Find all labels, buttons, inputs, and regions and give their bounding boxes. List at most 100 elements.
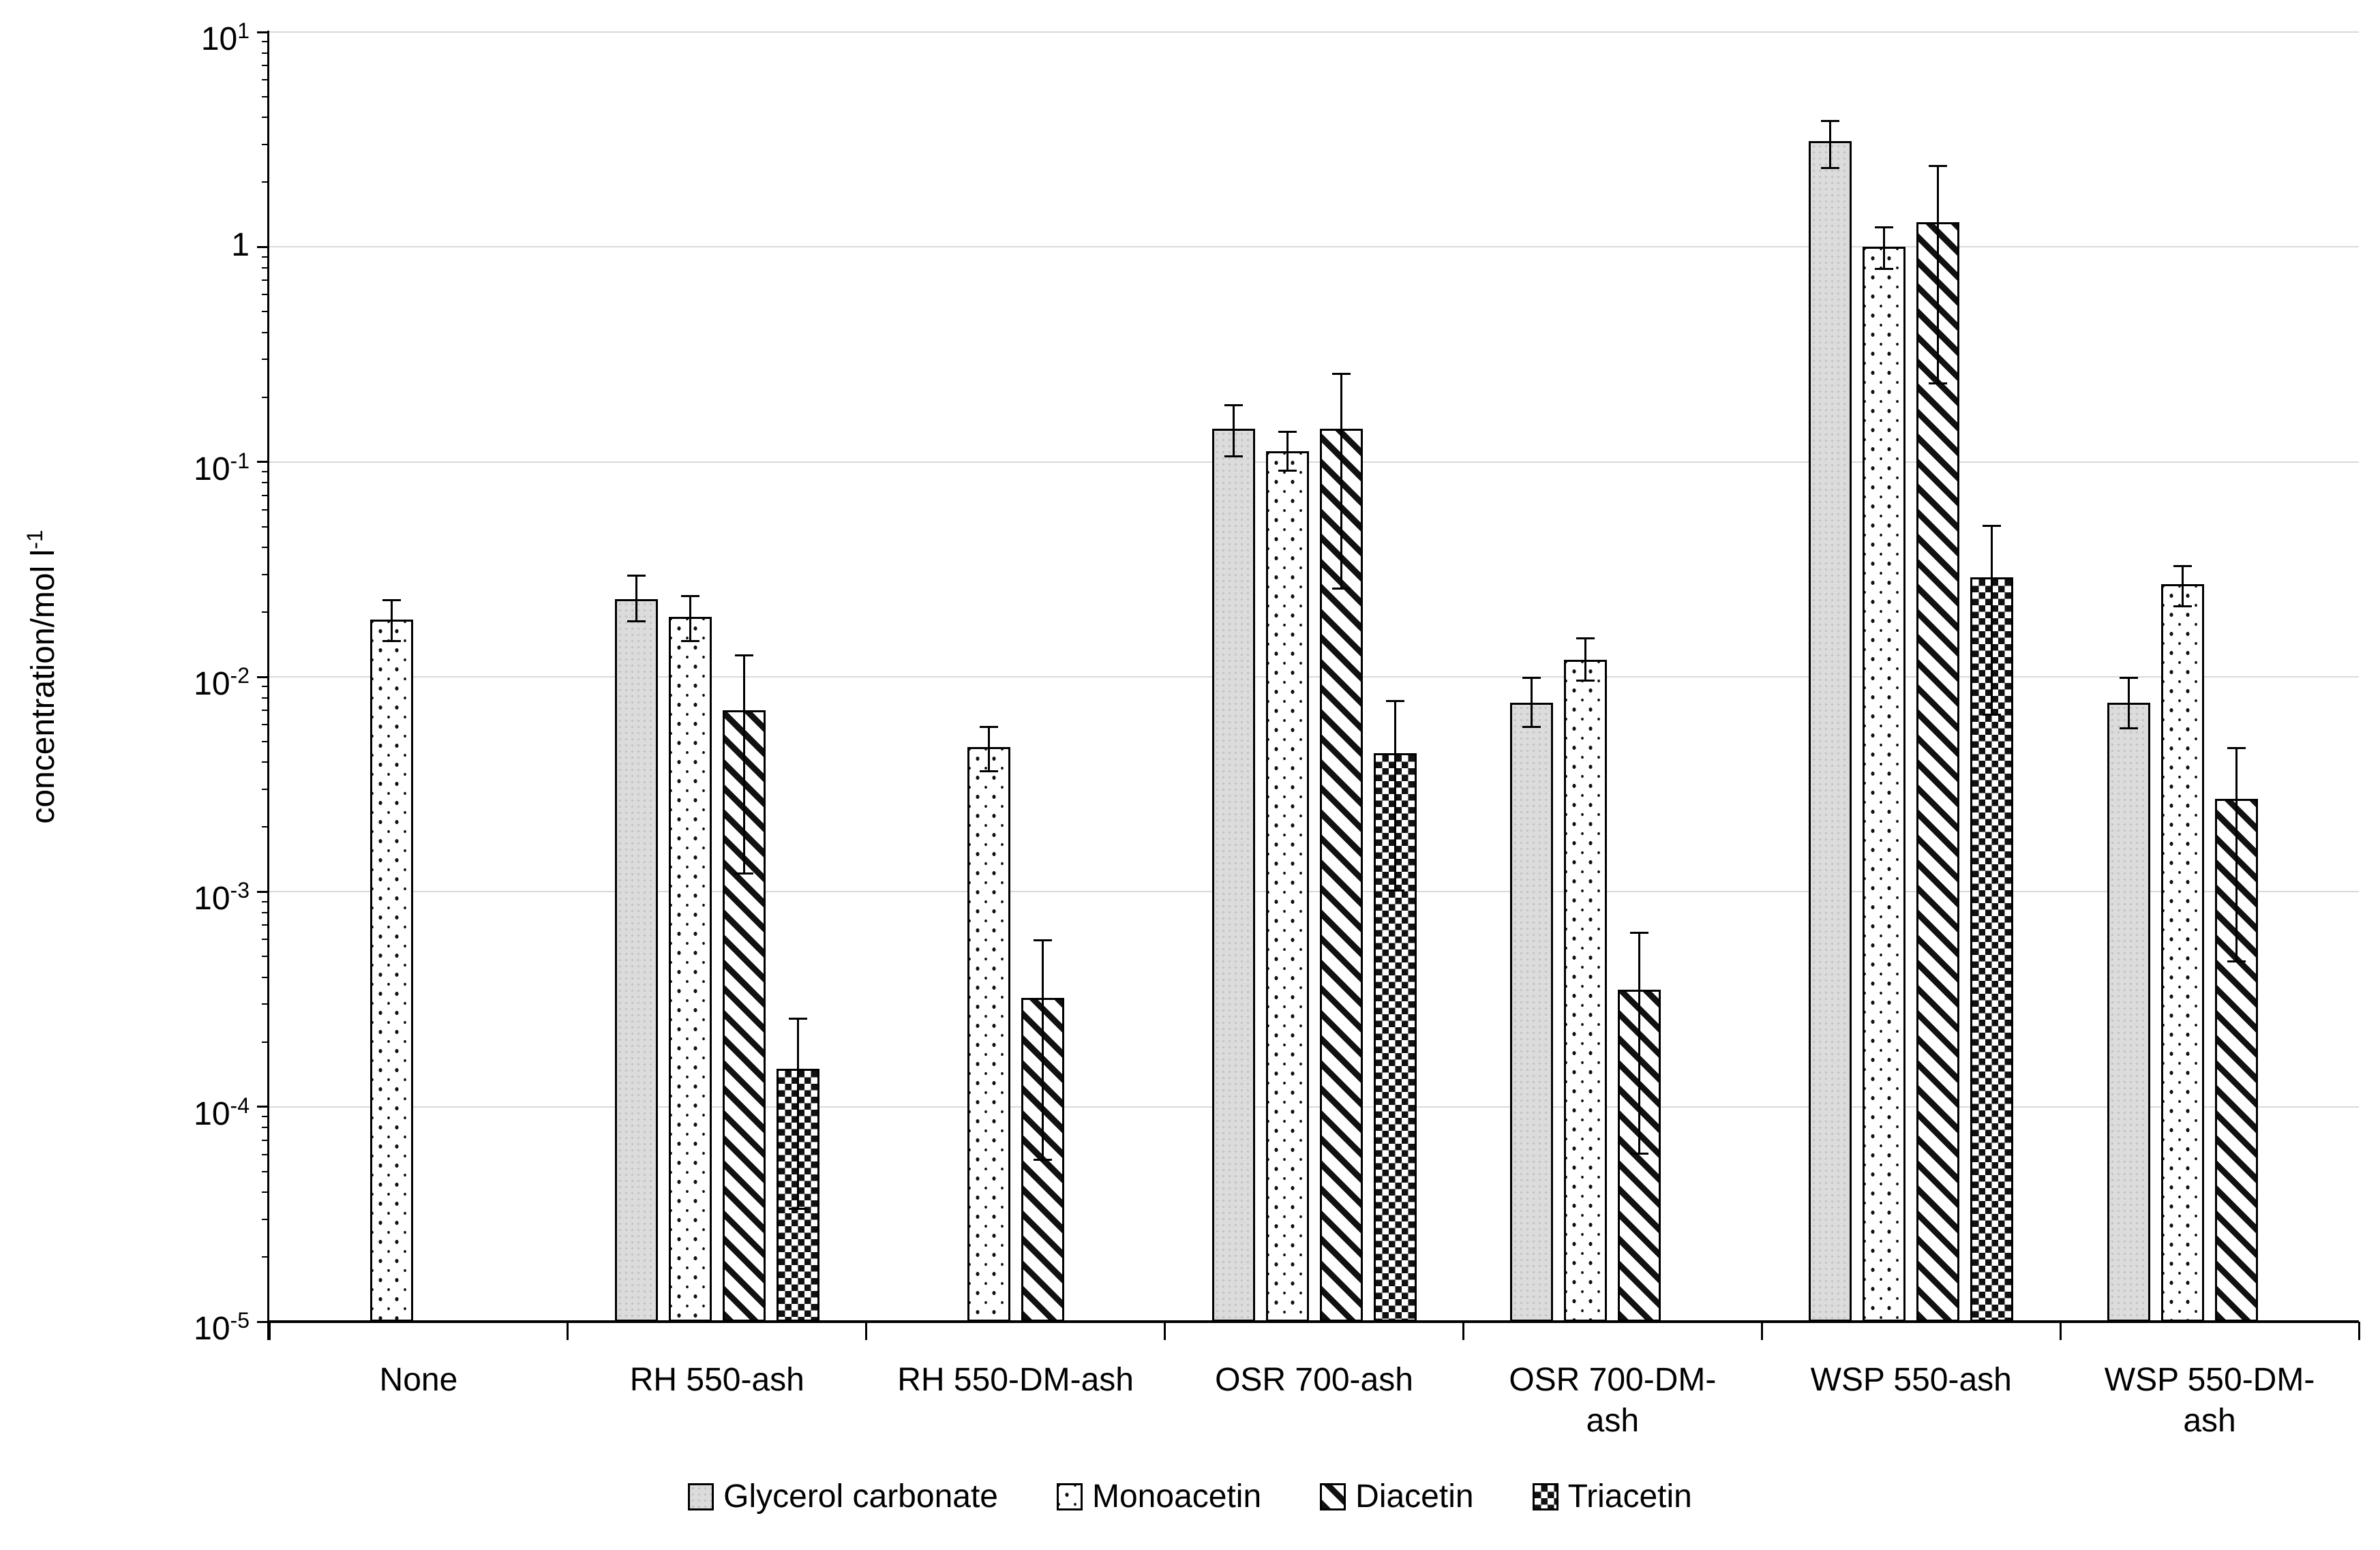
error-bar-line [689,595,691,643]
y-minor-tick [262,482,269,484]
y-major-tick-1e1 [257,31,269,33]
bar-glycerol-carbonate-osr-700-ash [1211,428,1255,1322]
x-category-label-line: ash [2183,1403,2236,1439]
x-boundary-tick [1164,1322,1166,1340]
y-minor-tick [262,64,269,66]
y-minor-tick [262,900,269,902]
error-bar-cap-top [382,598,401,601]
x-category-label-line: ash [1586,1403,1640,1439]
y-minor-tick [262,1191,269,1194]
y-minor-tick [262,52,269,54]
error-bar-line [1041,939,1044,1161]
bar-monoacetin-rh-550-dm-ash [967,747,1010,1322]
y-tick-label-exponent: -1 [230,448,250,473]
y-minor-tick [262,311,269,313]
error-bar [734,654,754,875]
error-bar-cap-bottom [1278,470,1297,472]
error-bar-line [2128,677,2130,729]
y-tick-label-exponent: -4 [230,1093,250,1118]
y-minor-tick [262,95,269,97]
error-bar [1874,226,1895,271]
y-minor-tick [262,740,269,742]
error-bar-cap-bottom [1983,713,2002,716]
y-tick-label-base: 10 [200,21,238,57]
error-bar-cap-bottom [382,640,401,643]
x-boundary-tick [1462,1322,1464,1340]
y-minor-tick [262,256,269,258]
error-bar-cap-top [2227,747,2246,750]
error-bar-cap-bottom [1821,167,1840,170]
error-bar-cap-bottom [680,640,699,643]
bar-monoacetin-wsp-550-dm-ash [2161,583,2205,1322]
y-tick-label-base: 10 [194,1095,230,1132]
error-bar-cap-top [1875,226,1894,228]
error-bar-cap-bottom [2173,605,2193,608]
y-minor-tick [262,709,269,711]
y-major-tick-1e-2 [257,675,269,678]
x-category-label-line: OSR 700-ash [1215,1362,1413,1398]
error-bar-cap-bottom [1875,268,1894,271]
error-bar-cap-top [1033,939,1052,942]
y-tick-label-base: 10 [194,451,230,487]
bar-diacetin-osr-700-dm-ash [1618,990,1661,1322]
gridline-1e-2 [269,676,2359,678]
bar-triacetin-wsp-550-ash [1970,577,2014,1322]
error-bar-cap-top [1331,372,1351,375]
bar-glycerol-carbonate-osr-700-dm-ash [1510,702,1554,1322]
y-minor-tick [262,117,269,119]
x-category-label-osr-700-dm-ash: OSR 700-DM-ash [1463,1360,1762,1442]
error-bar-cap-top [1385,700,1404,703]
error-bar [2119,677,2139,729]
y-tick-label-base: 10 [194,1311,230,1347]
error-bar [1385,700,1405,892]
y-axis-title-superscript: -1 [22,530,47,549]
error-bar-cap-bottom [1929,382,1948,384]
error-bar [2173,565,2193,608]
error-bar-cap-bottom [2227,960,2246,962]
error-bar-cap-top [1929,165,1948,168]
error-bar-line [1638,932,1641,1155]
x-boundary-tick [567,1322,569,1340]
error-bar-line [390,598,393,643]
error-bar-cap-top [627,574,646,577]
bar-diacetin-wsp-550-dm-ash [2215,799,2259,1322]
gridline-1e1 [269,31,2359,33]
error-bar-line [2182,565,2184,608]
y-tick-label-1e-5: 10-5 [0,1301,250,1348]
error-bar-line [1232,404,1235,457]
error-bar-cap-top [2173,565,2193,568]
y-minor-tick [262,761,269,763]
error-bar-line [1340,372,1342,590]
error-bar [1629,932,1650,1155]
y-minor-tick [262,267,269,269]
error-bar-line [742,654,745,875]
y-tick-label-base: 10 [194,881,230,917]
y-minor-tick [262,826,269,828]
error-bar [1928,165,1948,384]
y-tick-label-exponent: -2 [230,663,250,688]
error-bar-cap-bottom [2120,727,2139,729]
y-minor-tick [262,331,269,333]
error-bar-line [2235,747,2238,962]
y-tick-label-1e-2: 10-2 [0,656,250,703]
y-minor-tick [262,573,269,575]
error-bar-cap-bottom [627,620,646,622]
x-boundary-tick [2059,1322,2062,1340]
error-bar-cap-top [1983,524,2002,527]
y-minor-tick [262,1116,269,1118]
error-bar-line [1937,165,1940,384]
legend-label: Diacetin [1355,1478,1474,1515]
y-minor-tick [262,939,269,941]
x-boundary-tick [268,1322,271,1340]
y-minor-tick [262,1127,269,1129]
gridline-1e-3 [269,891,2359,893]
y-major-tick-1e0 [257,245,269,248]
legend: Glycerol carbonate Monoacetin Diacetin Tria… [0,1478,2380,1515]
error-bar-line [1286,430,1289,472]
y-minor-tick [262,1041,269,1043]
error-bar-cap-top [1278,430,1297,433]
error-bar [1032,939,1053,1161]
bar-monoacetin-wsp-550-ash [1863,247,1906,1322]
y-tick-label-1e-1: 10-1 [0,442,250,489]
